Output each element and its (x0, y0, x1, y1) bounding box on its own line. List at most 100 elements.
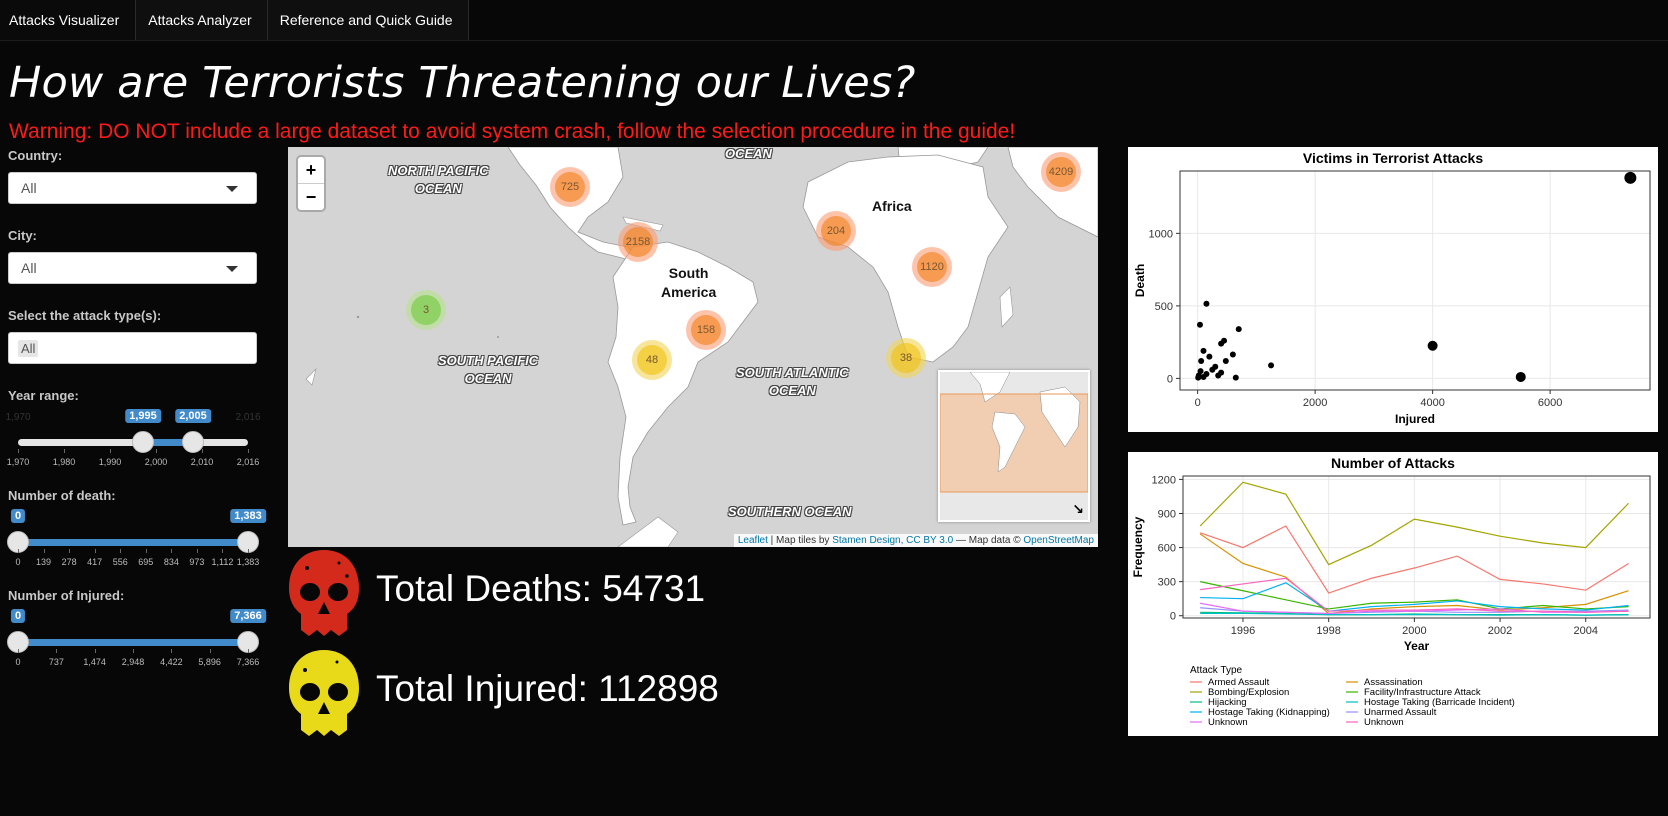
osm-link[interactable]: OpenStreetMap (1023, 535, 1094, 546)
continent-label-line: South (668, 265, 709, 281)
death-range-label: Number of death: (8, 488, 116, 503)
slider-tick-mark (18, 549, 19, 553)
marker-cluster[interactable]: 725 (550, 167, 590, 207)
marker-cluster-count: 1120 (917, 252, 947, 282)
slider-tick-label: 695 (138, 557, 154, 567)
continent-label-africa: Africa (872, 198, 912, 214)
slider-tick-mark (202, 449, 203, 453)
x-tick-label: 1998 (1316, 625, 1340, 637)
ocean-label-line: SOUTH ATLANTIC (736, 365, 849, 380)
tab-attacks-visualizer[interactable]: Attacks Visualizer (0, 0, 137, 40)
scatter-point (1200, 373, 1207, 380)
marker-cluster[interactable]: 3 (406, 290, 446, 330)
leaflet-link[interactable]: Leaflet (737, 535, 768, 546)
x-axis-label: Injured (1395, 412, 1435, 426)
ocean-label-south-pacific: SOUTH PACIFIC OCEAN (438, 352, 538, 388)
plot-border (1182, 475, 1651, 619)
slider-tick-mark (171, 549, 173, 553)
marker-cluster[interactable]: 204 (816, 211, 856, 251)
scatter-point (1229, 351, 1236, 358)
zoom-out-button[interactable]: − (305, 187, 317, 207)
slider-fill (18, 539, 248, 546)
slider-tick-label: 1,970 (6, 457, 30, 467)
injured-range-label: Number of Injured: (8, 588, 125, 603)
series-line (1200, 612, 1629, 616)
attack-map[interactable]: + − NORTH PACIFIC OCEAN OCEAN SOUTH PACI… (288, 147, 1098, 547)
total-injured: Total Injured: 112898 (376, 668, 719, 709)
slider-from-value: 1,995 (125, 409, 161, 423)
marker-cluster-count: 4209 (1046, 157, 1076, 187)
slider-from-value: 0 (10, 609, 26, 623)
slider-tick-label: 4,422 (160, 657, 183, 667)
marker-cluster[interactable]: 4209 (1041, 152, 1081, 192)
scatter-point (1195, 374, 1202, 381)
attack-type-select[interactable]: All (8, 332, 257, 364)
legend-label: Bombing/Explosion (1208, 687, 1289, 698)
injured-range-slider[interactable]: 0 7,366 0 737 1,474 2,948 4,422 5,896 7,366 (7, 607, 266, 667)
slider-tick-label: 556 (112, 557, 128, 567)
slider-to-handle[interactable] (182, 431, 204, 453)
country-select[interactable]: All (8, 172, 257, 204)
city-label: City: (8, 228, 37, 243)
slider-tick-label: 1,383 (236, 557, 260, 567)
slider-tick-label: 2,016 (236, 457, 260, 467)
warning-message: Warning: DO NOT include a large dataset … (9, 120, 1016, 143)
stamen-link[interactable]: Stamen Design, CC BY 3.0 (832, 535, 954, 546)
slider-tick-mark (133, 649, 134, 653)
attacks-line-chart: 1996 1998 2000 2002 2004 0 300 600 900 1200 Year Fr… (1131, 474, 1651, 728)
city-select-value: All (21, 260, 37, 276)
slider-to-value: 2,005 (175, 409, 211, 423)
slider-tick-label: 2,010 (190, 457, 214, 467)
death-range-slider[interactable]: 0 1,383 0 139 278 417 556 695 834 973 1,112 1,383 (7, 507, 266, 567)
slider-tick-mark (69, 549, 71, 553)
scatter-point (1235, 326, 1242, 333)
country-label: Country: (8, 148, 63, 163)
slider-tick-label: 2,000 (144, 457, 168, 467)
victims-scatter-plot: 0 2000 4000 6000 0 500 1000 Injured Death (1133, 170, 1651, 426)
scatter-point (1222, 357, 1229, 364)
marker-cluster[interactable]: 38 (886, 338, 926, 378)
ocean-label-line: SOUTH PACIFIC (438, 353, 539, 368)
minimap[interactable]: ↘ (938, 370, 1090, 522)
marker-cluster[interactable]: 48 (632, 340, 672, 380)
marker-cluster[interactable]: 2158 (618, 222, 658, 262)
marker-cluster[interactable]: 1120 (912, 247, 952, 287)
marker-cluster-count: 3 (411, 295, 441, 325)
tab-reference-guide[interactable]: Reference and Quick Guide (267, 0, 469, 40)
year-range-slider[interactable]: 1,970 2,016 1,995 2,005 1,970 1,980 1,990 2,000… (5, 407, 261, 467)
attack-type-chip[interactable]: All (18, 340, 39, 357)
continent-label-south-america: South America (661, 264, 716, 302)
slider-from-handle[interactable] (132, 431, 154, 453)
victims-chart-panel: Victims in Terrorist Attacks 0 2000 4000 60… (1128, 147, 1658, 432)
y-tick-label: 600 (1158, 543, 1176, 555)
minimap-toggle-icon[interactable]: ↘ (1072, 501, 1084, 517)
x-tick-label: 2004 (1573, 625, 1597, 637)
city-select[interactable]: All (8, 252, 257, 284)
series-line (1200, 581, 1629, 610)
slider-tick-label: 5,896 (198, 657, 221, 667)
slider-tick-mark (18, 449, 19, 453)
x-tick-label: 2000 (1402, 625, 1426, 637)
slider-tick-label: 0 (15, 657, 21, 667)
marker-cluster-count: 38 (891, 343, 921, 373)
scatter-point (1218, 369, 1225, 376)
navbar: Attacks Visualizer Attacks Analyzer Refe… (0, 0, 1668, 41)
y-tick-label: 900 (1158, 508, 1176, 520)
marker-cluster-count: 158 (691, 315, 721, 345)
ocean-label-line: OCEAN (464, 371, 512, 386)
slider-max-label: 2,016 (235, 412, 261, 423)
zoom-in-button[interactable]: + (298, 157, 324, 184)
legend-label: Unarmed Assault (1364, 707, 1437, 718)
y-tick-label: 0 (1167, 373, 1173, 385)
tab-attacks-analyzer[interactable]: Attacks Analyzer (136, 0, 268, 40)
plot-area (1179, 170, 1651, 391)
legend-title: Attack Type (1190, 665, 1243, 676)
slider-from-value: 0 (10, 509, 26, 523)
slider-tick-mark (94, 549, 96, 553)
series-line (1199, 525, 1629, 594)
marker-cluster[interactable]: 158 (686, 310, 726, 350)
y-tick-label: 300 (1158, 577, 1176, 589)
slider-tick-mark (56, 649, 58, 653)
legend-label: Hostage Taking (Barricade Incident) (1364, 697, 1515, 708)
scatter-point (1268, 362, 1275, 369)
